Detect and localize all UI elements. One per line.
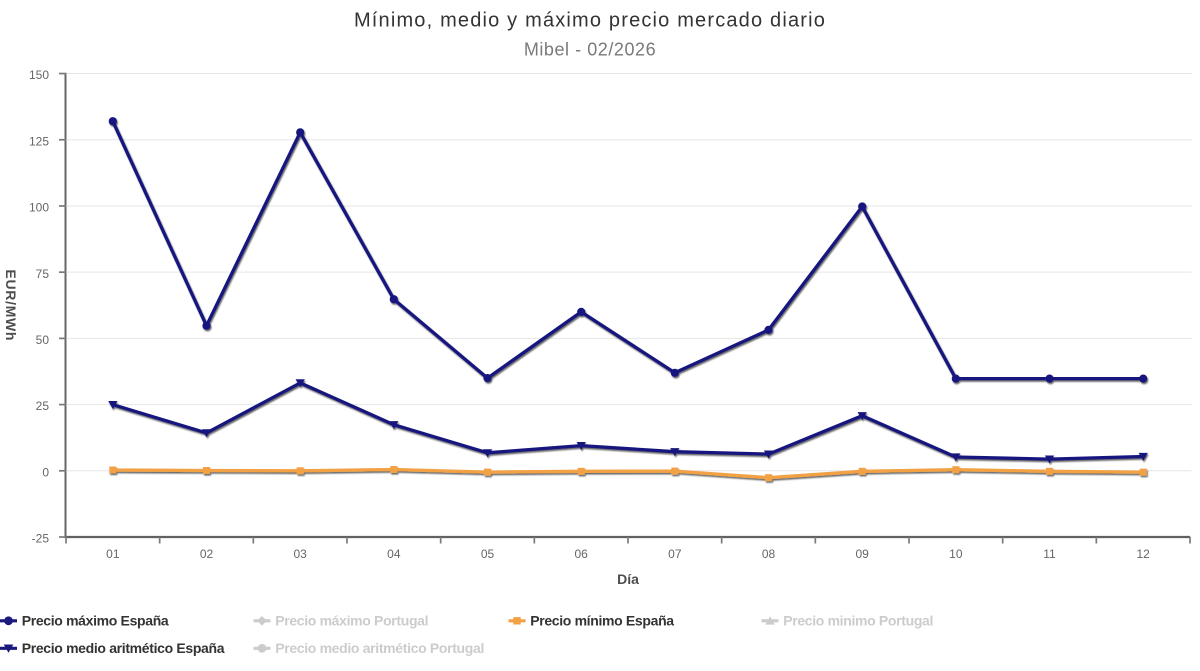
svg-text:100: 100 (29, 201, 49, 215)
svg-text:0: 0 (42, 465, 49, 479)
svg-text:10: 10 (949, 547, 963, 561)
svg-text:03: 03 (293, 547, 307, 561)
svg-text:125: 125 (29, 134, 49, 148)
svg-text:Mínimo, medio y máximo precio: Mínimo, medio y máximo precio mercado di… (354, 10, 826, 32)
svg-text:Precio máximo España: Precio máximo España (22, 613, 169, 629)
svg-text:75: 75 (36, 267, 50, 281)
svg-text:EUR/MWh: EUR/MWh (3, 269, 19, 341)
svg-text:08: 08 (762, 547, 776, 561)
svg-text:Precio máximo Portugal: Precio máximo Portugal (275, 613, 428, 629)
svg-text:07: 07 (668, 547, 682, 561)
svg-text:Precio medio aritmético España: Precio medio aritmético España (22, 640, 225, 656)
svg-text:04: 04 (387, 547, 401, 561)
svg-text:09: 09 (855, 547, 869, 561)
svg-text:Día: Día (617, 571, 639, 587)
svg-text:50: 50 (36, 333, 50, 347)
svg-text:11: 11 (1043, 547, 1056, 561)
svg-text:Precio medio aritmético Portug: Precio medio aritmético Portugal (275, 640, 484, 656)
svg-text:Precio minimo Portugal: Precio minimo Portugal (783, 613, 933, 629)
svg-text:Precio mínimo España: Precio mínimo España (530, 613, 674, 629)
svg-text:06: 06 (574, 547, 588, 561)
svg-text:01: 01 (106, 547, 120, 561)
svg-text:02: 02 (200, 547, 214, 561)
svg-text:12: 12 (1136, 547, 1150, 561)
svg-text:Mibel - 02/2026: Mibel - 02/2026 (524, 40, 656, 60)
svg-text:25: 25 (36, 399, 50, 413)
svg-text:-25: -25 (32, 532, 50, 546)
svg-text:05: 05 (481, 547, 495, 561)
svg-text:150: 150 (29, 68, 49, 82)
